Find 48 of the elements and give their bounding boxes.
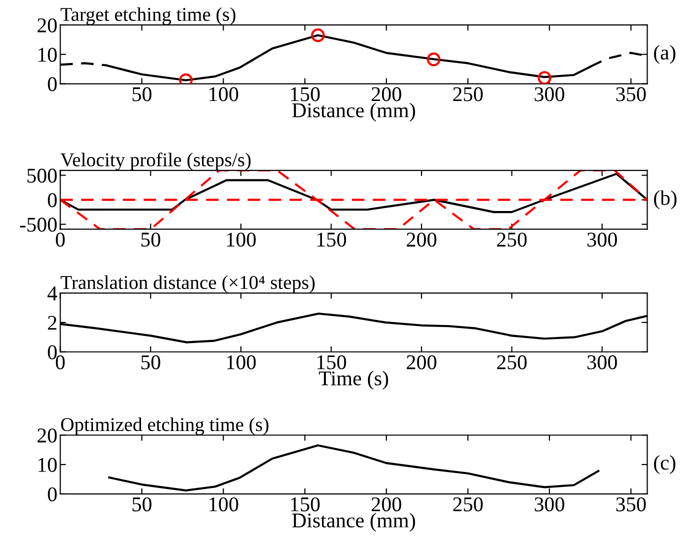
x-tick-label: 50 — [141, 232, 160, 247]
x-tick-label: 150 — [291, 497, 320, 512]
x-tick-label: 100 — [210, 497, 238, 512]
y-tick-label: 0 — [48, 193, 57, 208]
y-tick-label: 10 — [38, 48, 57, 62]
y-tick-label: 0 — [48, 345, 57, 360]
chart-title: Optimized etching time (s) — [61, 417, 268, 436]
y-tick-label: 2 — [48, 316, 56, 330]
x-tick-label: 50 — [141, 355, 160, 370]
y-tick-label: 0 — [48, 77, 57, 92]
x-tick-label: 100 — [227, 232, 256, 247]
chart-title: Target etching time (s) — [60, 7, 236, 26]
x-axis-title: Time (s) — [318, 370, 388, 390]
x-tick-label: 50 — [132, 497, 152, 512]
text: (b) — [654, 190, 677, 210]
y-tick-label: 10 — [38, 458, 57, 472]
y-tick-label: 4 — [48, 286, 58, 300]
x-axis-title: Distance (mm) — [292, 512, 416, 532]
x-tick-label: 300 — [587, 355, 617, 370]
y-tick-label: 0 — [48, 487, 57, 502]
x-tick-label: 50 — [132, 87, 152, 102]
x-axis-title: Distance (mm) — [292, 102, 416, 122]
text: (a) — [654, 44, 676, 64]
x-tick-label: 350 — [616, 497, 646, 512]
x-tick-label: 250 — [497, 355, 527, 370]
y-tick-label: 500 — [27, 168, 57, 183]
x-tick-label: 150 — [317, 232, 346, 247]
y-tick-label: 20 — [38, 18, 57, 32]
chart-title: Velocity profile (steps/s) — [60, 152, 251, 170]
chart-title: Translation distance (×10⁴ steps) — [60, 275, 315, 294]
x-tick-label: 250 — [453, 497, 483, 512]
x-tick-label: 150 — [291, 87, 320, 102]
x-tick-label: 200 — [406, 355, 436, 370]
y-tick-label: 20 — [38, 428, 57, 443]
x-tick-label: 300 — [534, 87, 564, 102]
x-tick-label: 100 — [227, 355, 256, 370]
x-tick-label: 300 — [534, 497, 564, 512]
x-tick-label: 200 — [372, 497, 402, 512]
x-tick-label: 200 — [406, 232, 436, 247]
x-tick-label: 150 — [317, 355, 346, 370]
x-tick-label: 350 — [616, 87, 646, 102]
x-tick-label: 100 — [210, 87, 238, 102]
x-tick-label: 300 — [587, 232, 617, 247]
x-tick-label: 250 — [497, 232, 527, 247]
text: (c) — [654, 455, 676, 474]
x-tick-label: 200 — [372, 87, 402, 102]
x-tick-label: 250 — [453, 87, 483, 102]
y-tick-label: -500 — [20, 218, 57, 232]
